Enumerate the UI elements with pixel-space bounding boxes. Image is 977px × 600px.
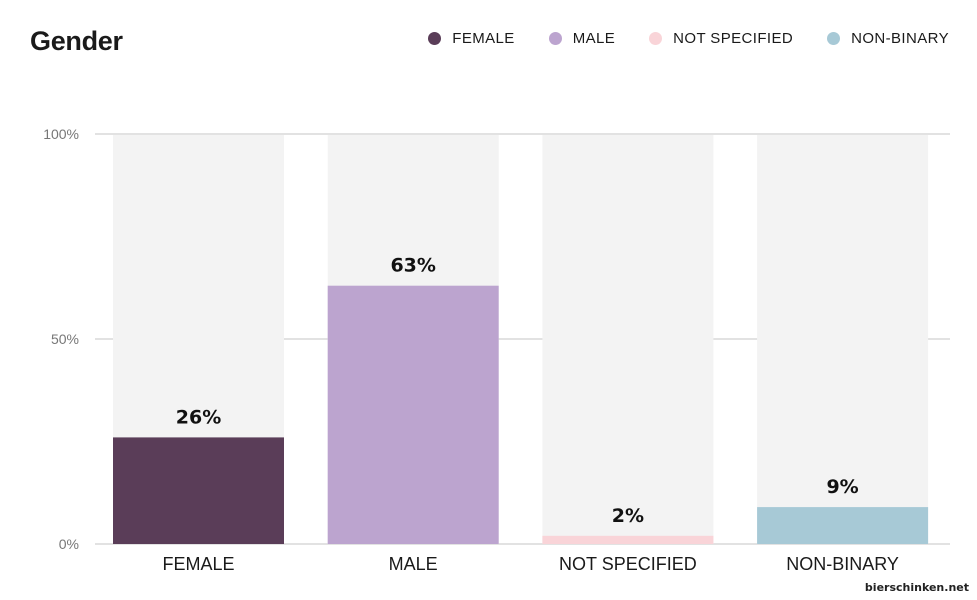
legend-swatch-not-specified — [649, 32, 663, 45]
value-label: 2% — [612, 505, 644, 527]
axis-labels: 0% 50% 100% FEMALE MALE NOT SPECIFIED NON-BINA… — [43, 126, 899, 574]
background-bar — [757, 135, 929, 544]
value-label: 9% — [826, 476, 858, 498]
y-tick-label: 0% — [59, 536, 79, 552]
background-bar — [542, 135, 714, 544]
data-bars — [113, 285, 929, 544]
value-label: 26% — [176, 406, 221, 428]
bar-not-specified — [542, 535, 714, 544]
legend-swatch-male — [548, 32, 562, 45]
watermark: bierschinken.net — [864, 581, 969, 594]
value-labels: 26% 63% 2% 9% — [176, 255, 859, 527]
legend-swatch-female — [428, 32, 442, 45]
bar-female — [113, 437, 284, 544]
legend-item-not-specified: NOT SPECIFIED — [649, 30, 793, 47]
legend-label-female: FEMALE — [452, 30, 515, 47]
x-category-label: FEMALE — [162, 554, 234, 574]
y-tick-label: 100% — [43, 126, 79, 142]
legend-item-male: MALE — [548, 30, 616, 47]
bar-non-binary — [757, 507, 929, 544]
legend-label-not-specified: NOT SPECIFIED — [673, 30, 794, 47]
legend-label-male: MALE — [572, 30, 616, 47]
legend-swatch-non-binary — [827, 32, 841, 45]
x-category-label: MALE — [389, 554, 438, 574]
x-category-label: NON-BINARY — [786, 554, 899, 574]
value-label: 63% — [390, 255, 435, 277]
chart-legend: FEMALE MALE NOT SPECIFIED NON-BINARY — [428, 30, 949, 47]
y-tick-label: 50% — [51, 331, 79, 347]
legend-label-non-binary: NON-BINARY — [851, 30, 949, 47]
x-category-label: NOT SPECIFIED — [559, 554, 697, 574]
legend-item-non-binary: NON-BINARY — [827, 30, 949, 47]
chart-title: Gender — [30, 26, 123, 56]
bar-male — [327, 285, 499, 544]
legend-item-female: FEMALE — [428, 30, 514, 47]
